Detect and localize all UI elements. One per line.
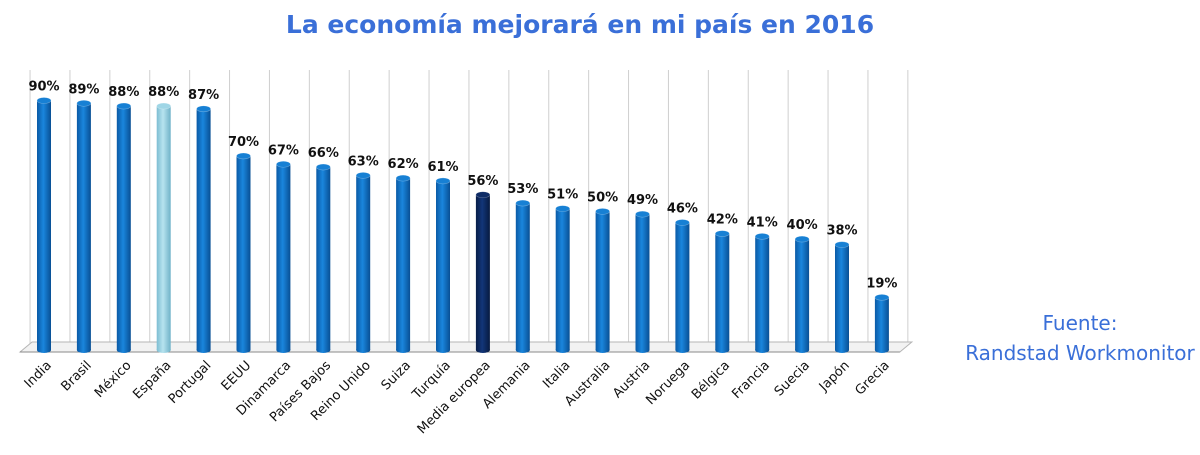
bar	[355, 172, 371, 353]
value-label: 61%	[427, 160, 458, 175]
bar	[395, 174, 411, 353]
value-label: 63%	[348, 154, 379, 169]
category-label: Brasil	[59, 358, 95, 394]
value-label: 50%	[587, 190, 618, 205]
value-label: 19%	[866, 276, 897, 291]
bar	[595, 208, 610, 353]
value-label: 38%	[826, 224, 857, 239]
value-label: 49%	[627, 193, 658, 208]
bar	[635, 210, 650, 353]
bar	[555, 205, 571, 353]
bar	[675, 219, 690, 353]
value-label: 66%	[308, 146, 339, 161]
value-label: 88%	[148, 85, 179, 100]
category-label: Noruega	[643, 358, 693, 408]
category-label: Suiza	[379, 358, 414, 393]
category-label: India	[22, 358, 55, 391]
bar	[156, 102, 171, 353]
value-label: 51%	[547, 188, 578, 203]
value-label: 87%	[188, 88, 219, 103]
source-label: Fuente:	[1042, 311, 1118, 335]
value-label: 46%	[667, 201, 698, 216]
bar	[36, 97, 52, 353]
chart-floor	[18, 341, 914, 353]
source-name: Randstad Workmonitor	[965, 341, 1195, 365]
value-label: 42%	[707, 213, 738, 228]
category-label: Japón	[816, 358, 853, 395]
bar	[315, 163, 331, 353]
bar	[276, 160, 291, 353]
category-label: Media europea	[415, 358, 494, 437]
bar	[834, 241, 850, 353]
category-label: Italia	[540, 358, 573, 391]
category-label: México	[92, 358, 135, 401]
category-label: EEUU	[219, 358, 255, 394]
bar	[754, 233, 770, 353]
category-label: Suecia	[772, 358, 813, 399]
value-label: 53%	[507, 182, 538, 197]
chart-title: La economía mejorará en mi país en 2016	[285, 10, 875, 39]
category-label: Portugal	[166, 358, 215, 407]
bar	[794, 235, 810, 353]
value-label: 70%	[228, 135, 259, 150]
bar	[196, 105, 211, 353]
category-label: Francia	[729, 358, 773, 402]
bar	[116, 102, 132, 353]
bar	[874, 294, 890, 353]
category-label: Bélgica	[689, 358, 733, 402]
category-label: Grecia	[853, 358, 893, 398]
value-label: 41%	[747, 215, 778, 230]
bar	[475, 191, 491, 353]
source-note: Fuente: Randstad Workmonitor	[960, 308, 1200, 368]
value-label: 40%	[787, 218, 818, 233]
bar	[515, 199, 531, 353]
bar	[76, 99, 92, 353]
value-label: 62%	[388, 157, 419, 172]
bar	[435, 177, 451, 353]
value-label: 67%	[268, 143, 299, 158]
bar	[236, 152, 251, 353]
value-label: 88%	[108, 85, 139, 100]
value-label: 89%	[68, 82, 99, 97]
bar-chart: 90%India89%Brasil88%México88%España87%Po…	[18, 70, 914, 437]
bar	[714, 230, 730, 353]
value-label: 90%	[28, 80, 59, 95]
grid-lines	[20, 70, 909, 353]
value-label: 56%	[467, 174, 498, 189]
